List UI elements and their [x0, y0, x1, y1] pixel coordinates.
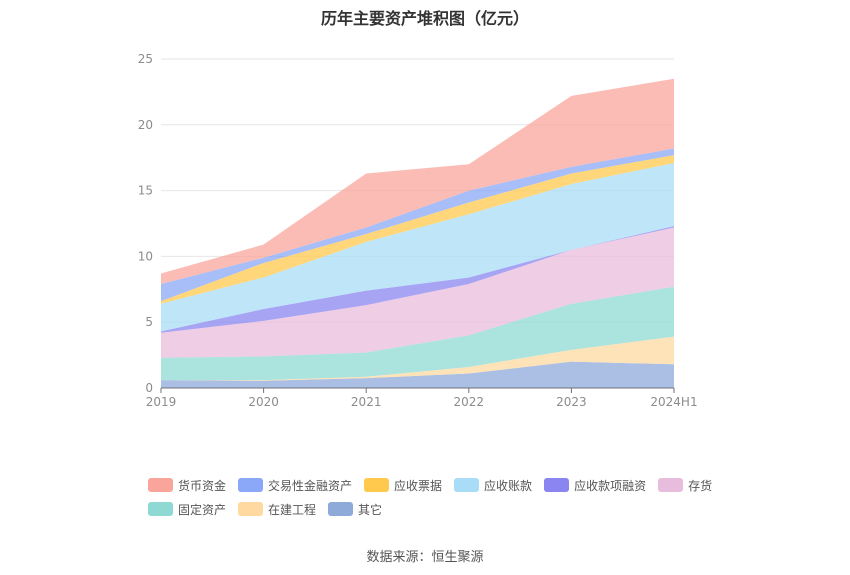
legend-item[interactable]: 在建工程 — [238, 501, 316, 518]
legend-label: 其它 — [358, 502, 383, 517]
legend-row: 固定资产 在建工程 其它 — [148, 497, 748, 521]
legend-swatch — [148, 478, 173, 492]
y-tick-label: 5 — [145, 315, 153, 329]
legend-label: 应收票据 — [394, 478, 443, 493]
area-series-3 — [161, 286, 674, 381]
y-tick-label: 10 — [138, 249, 153, 263]
x-tick-label: 2023 — [556, 395, 587, 409]
area-series-2 — [161, 336, 674, 381]
y-tick-label: 25 — [138, 52, 153, 66]
legend-label: 货币资金 — [178, 478, 227, 493]
legend-swatch — [364, 478, 390, 492]
legend-item[interactable]: 固定资产 — [148, 501, 226, 518]
chart-title: 历年主要资产堆积图（亿元） — [320, 9, 529, 28]
area-series-8 — [161, 148, 674, 302]
legend-item[interactable]: 应收款项融资 — [544, 477, 646, 494]
y-tick-label: 15 — [138, 184, 153, 198]
y-tick-label: 0 — [145, 381, 153, 395]
x-tick-label: 2019 — [146, 395, 177, 409]
source-note: 数据来源：恒生聚源 — [366, 550, 484, 565]
legend-swatch — [148, 502, 173, 516]
legend-item[interactable]: 存货 — [658, 477, 712, 494]
legend-item[interactable]: 应收账款 — [454, 477, 532, 494]
legend-swatch — [328, 502, 354, 516]
x-tick-label: 2021 — [351, 395, 382, 409]
legend-item[interactable]: 其它 — [328, 501, 382, 518]
legend-item[interactable]: 货币资金 — [148, 477, 226, 494]
legend: 货币资金 交易性金融资产 应收票据 应收账款 应收款项融资 存货固定资产 在建工程 其它 — [148, 473, 748, 521]
legend-swatch — [238, 478, 264, 492]
x-tick-label: 2020 — [248, 395, 279, 409]
axes: 0 5 10 15 20 25 2019 2020 2021 2022 2023 2024H1 — [138, 52, 698, 409]
legend-label: 应收款项融资 — [574, 478, 647, 493]
area-series-1 — [161, 361, 674, 388]
area-series — [161, 78, 674, 388]
area-series-7 — [161, 155, 674, 304]
legend-swatch — [658, 478, 684, 492]
area-series-4 — [161, 227, 674, 358]
legend-label: 存货 — [688, 478, 713, 493]
legend-swatch — [238, 502, 264, 516]
legend-item[interactable]: 交易性金融资产 — [238, 477, 352, 494]
legend-label: 在建工程 — [268, 502, 317, 517]
legend-item[interactable]: 应收票据 — [364, 477, 442, 494]
area-series-6 — [161, 162, 674, 332]
legend-swatch — [454, 478, 480, 492]
y-tick-label: 20 — [138, 118, 153, 132]
legend-label: 固定资产 — [178, 502, 227, 517]
area-series-5 — [161, 226, 674, 333]
x-tick-label: 2022 — [454, 395, 485, 409]
legend-label: 交易性金融资产 — [268, 478, 353, 493]
legend-row: 货币资金 交易性金融资产 应收票据 应收账款 应收款项融资 存货 — [148, 473, 748, 497]
area-series-9 — [161, 78, 674, 285]
legend-label: 应收账款 — [484, 478, 533, 493]
legend-swatch — [544, 478, 570, 492]
x-tick-label: 2024H1 — [650, 395, 697, 409]
